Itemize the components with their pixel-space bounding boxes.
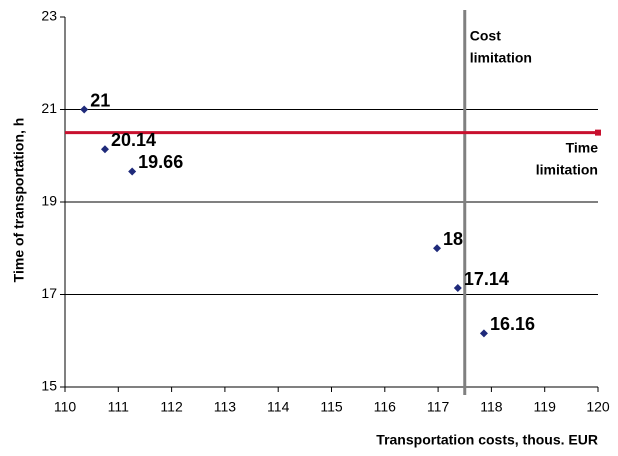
x-tick-label: 112 xyxy=(160,399,183,415)
x-tick-label: 110 xyxy=(54,399,77,415)
point xyxy=(453,284,462,293)
x-axis-title: Transportation costs, thous. EUR xyxy=(376,432,598,448)
limit-label: limitation xyxy=(470,50,532,66)
point xyxy=(433,244,442,253)
y-tick-label: 17 xyxy=(41,285,57,301)
x-tick-label: 120 xyxy=(586,399,610,415)
data-label: 21 xyxy=(90,90,110,110)
data-label: 16.16 xyxy=(490,314,535,334)
data-label: 19.66 xyxy=(138,152,183,172)
x-tick-label: 117 xyxy=(427,399,450,415)
x-tick-label: 113 xyxy=(214,399,237,415)
point xyxy=(479,329,488,338)
y-tick-label: 19 xyxy=(41,193,57,209)
y-axis-title: Time of transportation, h xyxy=(11,118,27,283)
x-tick-label: 115 xyxy=(320,399,343,415)
y-tick-label: 15 xyxy=(41,378,57,394)
point xyxy=(80,105,89,114)
x-tick-label: 116 xyxy=(374,399,397,415)
y-tick-label: 21 xyxy=(41,100,57,116)
x-tick-label: 114 xyxy=(267,399,290,415)
data-label: 18 xyxy=(443,229,463,249)
y-tick-label: 23 xyxy=(41,8,57,24)
x-tick-label: 119 xyxy=(534,399,557,415)
limit-label: Cost xyxy=(470,28,501,44)
x-tick-label: 111 xyxy=(108,399,129,415)
point xyxy=(100,145,109,154)
x-tick-label: 118 xyxy=(480,399,503,415)
point xyxy=(128,167,137,176)
limit-label: Time xyxy=(566,140,599,156)
time-limit-marker xyxy=(595,129,601,136)
data-label: 17.14 xyxy=(464,269,509,289)
data-label: 20.14 xyxy=(111,130,156,150)
limit-label: limitation xyxy=(536,162,598,178)
